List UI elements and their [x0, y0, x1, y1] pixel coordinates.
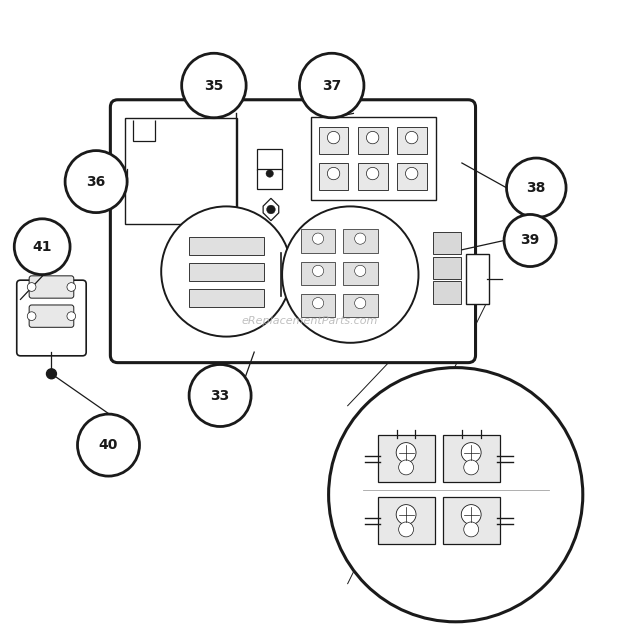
FancyBboxPatch shape	[358, 127, 388, 155]
Circle shape	[266, 170, 273, 177]
Text: 41: 41	[32, 240, 52, 254]
Circle shape	[46, 369, 56, 379]
FancyBboxPatch shape	[319, 163, 348, 190]
Circle shape	[282, 207, 418, 343]
Circle shape	[405, 167, 418, 180]
FancyBboxPatch shape	[343, 294, 378, 317]
Circle shape	[67, 312, 76, 321]
Text: 40: 40	[99, 438, 118, 452]
FancyBboxPatch shape	[257, 149, 282, 170]
Circle shape	[366, 167, 379, 180]
FancyBboxPatch shape	[319, 127, 348, 155]
FancyBboxPatch shape	[433, 281, 461, 304]
Circle shape	[312, 233, 324, 244]
FancyBboxPatch shape	[343, 261, 378, 285]
Circle shape	[464, 460, 479, 475]
Circle shape	[399, 460, 414, 475]
Text: 36: 36	[86, 175, 106, 189]
Circle shape	[27, 312, 36, 321]
FancyBboxPatch shape	[443, 435, 500, 482]
Text: 37: 37	[322, 78, 342, 92]
Circle shape	[461, 443, 481, 462]
FancyBboxPatch shape	[397, 163, 427, 190]
FancyBboxPatch shape	[343, 230, 378, 253]
Circle shape	[464, 522, 479, 537]
Circle shape	[396, 504, 416, 525]
Text: eReplacementParts.com: eReplacementParts.com	[242, 316, 378, 326]
Text: 38: 38	[526, 181, 546, 195]
FancyBboxPatch shape	[433, 256, 461, 279]
FancyBboxPatch shape	[301, 294, 335, 317]
Circle shape	[461, 504, 481, 525]
FancyBboxPatch shape	[301, 230, 335, 253]
Circle shape	[355, 298, 366, 308]
Circle shape	[366, 132, 379, 144]
Circle shape	[267, 205, 275, 214]
FancyBboxPatch shape	[189, 263, 264, 281]
FancyBboxPatch shape	[110, 100, 476, 363]
Circle shape	[355, 233, 366, 244]
Circle shape	[312, 298, 324, 308]
Circle shape	[396, 443, 416, 462]
Circle shape	[14, 219, 70, 275]
Circle shape	[182, 53, 246, 118]
FancyBboxPatch shape	[466, 254, 489, 305]
FancyBboxPatch shape	[29, 276, 74, 298]
FancyBboxPatch shape	[433, 232, 461, 254]
Text: 35: 35	[204, 78, 224, 92]
Circle shape	[312, 265, 324, 277]
FancyBboxPatch shape	[189, 237, 264, 255]
Circle shape	[78, 414, 140, 476]
FancyBboxPatch shape	[257, 169, 282, 189]
Circle shape	[27, 282, 36, 291]
Circle shape	[327, 132, 340, 144]
FancyBboxPatch shape	[189, 289, 264, 307]
FancyBboxPatch shape	[358, 163, 388, 190]
Text: 33: 33	[210, 389, 230, 403]
FancyBboxPatch shape	[125, 118, 237, 224]
Circle shape	[299, 53, 364, 118]
Circle shape	[504, 214, 556, 266]
Circle shape	[189, 364, 251, 427]
Circle shape	[507, 158, 566, 218]
Polygon shape	[263, 198, 279, 221]
Circle shape	[329, 368, 583, 622]
FancyBboxPatch shape	[397, 127, 427, 155]
Circle shape	[161, 207, 291, 336]
FancyBboxPatch shape	[17, 280, 86, 356]
Circle shape	[327, 167, 340, 180]
FancyBboxPatch shape	[378, 497, 435, 544]
FancyBboxPatch shape	[378, 435, 435, 482]
Circle shape	[399, 522, 414, 537]
FancyBboxPatch shape	[311, 117, 436, 200]
Circle shape	[405, 132, 418, 144]
Circle shape	[355, 265, 366, 277]
Text: 39: 39	[520, 233, 540, 247]
FancyBboxPatch shape	[301, 261, 335, 285]
FancyBboxPatch shape	[443, 497, 500, 544]
Circle shape	[65, 151, 127, 212]
FancyBboxPatch shape	[29, 305, 74, 328]
Circle shape	[67, 282, 76, 291]
